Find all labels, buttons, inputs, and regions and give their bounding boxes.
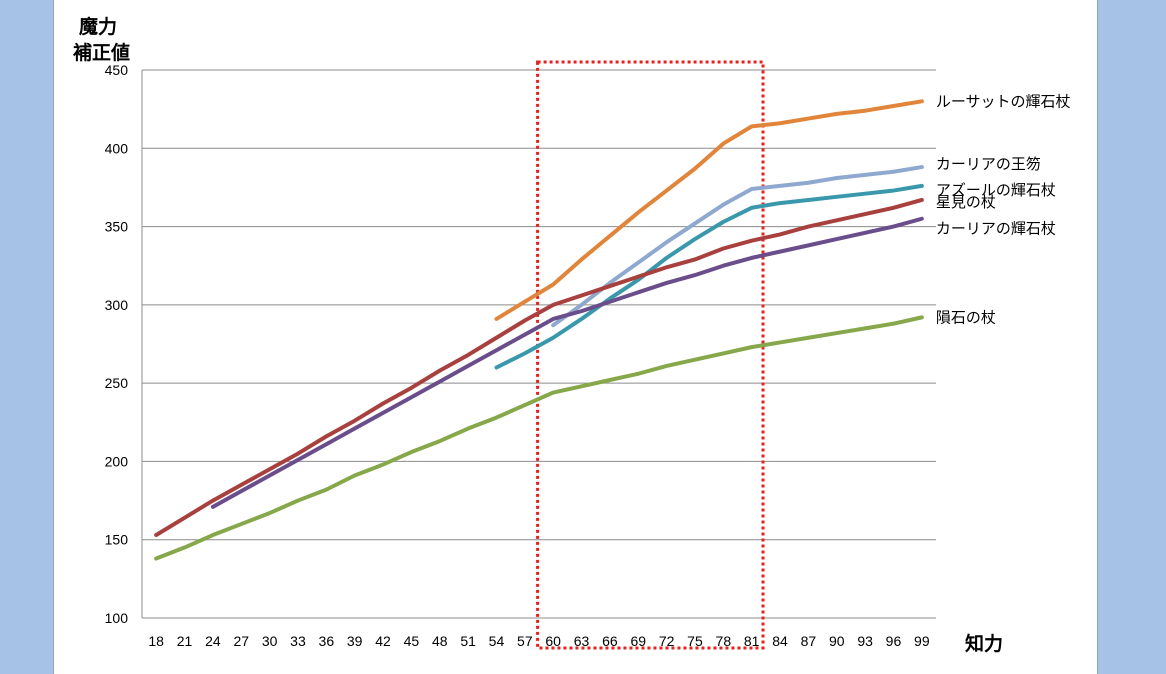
x-tick-label: 30 (262, 633, 278, 649)
x-tick-label: 78 (716, 633, 732, 649)
y-tick-label: 100 (105, 610, 129, 626)
x-tick-label: 27 (233, 633, 249, 649)
x-tick-label: 96 (886, 633, 902, 649)
highlight-box (536, 60, 765, 650)
x-tick-label: 54 (489, 633, 505, 649)
series-label: カーリアの輝石杖 (936, 221, 1056, 238)
x-tick-label: 24 (205, 633, 221, 649)
x-tick-label: 81 (744, 633, 760, 649)
series-label: 隕石の杖 (936, 309, 996, 326)
y-tick-label: 400 (105, 140, 129, 156)
y-axis-title-line-1: 魔力 (79, 16, 118, 38)
x-tick-label: 48 (432, 633, 448, 649)
x-tick-label: 39 (347, 633, 363, 649)
x-tick-label: 84 (772, 633, 788, 649)
x-tick-label: 18 (148, 633, 164, 649)
x-tick-label: 42 (375, 633, 391, 649)
x-tick-label: 63 (574, 633, 590, 649)
x-axis-title: 知力 (965, 633, 1004, 655)
x-tick-label: 21 (177, 633, 193, 649)
series-line (154, 315, 924, 561)
chart-panel: 魔力 補正値 知力 100 150 200 250 300 350 400 450 18 21 24… (53, 0, 1098, 674)
series-label: アズールの輝石杖 (936, 182, 1056, 199)
series-line (210, 216, 924, 509)
x-tick-label: 87 (801, 633, 817, 649)
series-line (494, 183, 924, 370)
x-tick-label: 90 (829, 633, 845, 649)
x-tick-label: 99 (914, 633, 930, 649)
x-tick-label: 69 (630, 633, 646, 649)
x-tick-label: 93 (857, 633, 873, 649)
x-tick-label: 60 (545, 633, 561, 649)
y-axis-title-line-2: 補正値 (73, 42, 131, 64)
series-label: ルーサットの輝石杖 (936, 93, 1071, 110)
x-tick-label: 36 (319, 633, 335, 649)
x-tick-label: 66 (602, 633, 618, 649)
x-tick-label: 51 (460, 633, 476, 649)
series-line (494, 99, 924, 321)
y-tick-label: 300 (105, 297, 129, 313)
series-line (154, 197, 924, 538)
x-tick-label: 33 (290, 633, 306, 649)
x-tick-label: 75 (687, 633, 703, 649)
y-tick-label: 150 (105, 532, 129, 548)
series-label: 星見の杖 (936, 194, 996, 211)
line-chart: 100 150 200 250 300 350 400 450 18 21 24 27 30 33 36 39… (105, 60, 1071, 650)
x-tick-label: 45 (404, 633, 420, 649)
y-tick-label: 350 (105, 219, 129, 235)
x-tick-label: 57 (517, 633, 533, 649)
series-label: カーリアの王笏 (936, 156, 1041, 173)
y-tick-label: 200 (105, 453, 129, 469)
series-line (551, 165, 924, 328)
y-tick-label: 450 (105, 62, 129, 78)
y-tick-label: 250 (105, 375, 129, 391)
x-tick-label: 72 (659, 633, 675, 649)
